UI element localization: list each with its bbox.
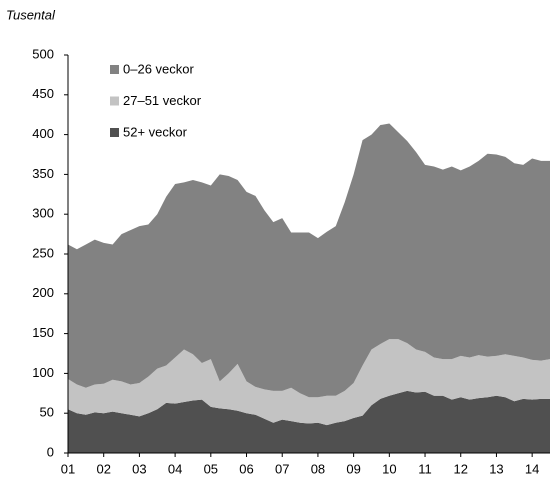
x-tick-label: 07 bbox=[275, 461, 289, 476]
legend-swatch bbox=[110, 65, 119, 74]
x-tick-label: 08 bbox=[311, 461, 325, 476]
y-tick-label: 150 bbox=[32, 325, 54, 340]
area bbox=[68, 339, 550, 426]
x-tick-label: 09 bbox=[346, 461, 360, 476]
x-tick-label: 05 bbox=[204, 461, 218, 476]
y-tick-label: 500 bbox=[32, 46, 54, 61]
x-tick-label: 02 bbox=[96, 461, 110, 476]
x-tick-label: 13 bbox=[489, 461, 503, 476]
y-tick-label: 0 bbox=[47, 444, 54, 459]
legend-swatch bbox=[110, 128, 119, 137]
y-tick-label: 100 bbox=[32, 365, 54, 380]
legend-swatch bbox=[110, 96, 119, 106]
y-tick-label: 350 bbox=[32, 166, 54, 181]
y-tick-label: 250 bbox=[32, 245, 54, 260]
legend-label: 27–51 veckor bbox=[123, 93, 202, 108]
legend-label: 52+ veckor bbox=[123, 124, 188, 139]
x-tick-label: 11 bbox=[418, 461, 432, 476]
x-tick-label: 14 bbox=[525, 461, 539, 476]
y-tick-label: 50 bbox=[40, 405, 54, 420]
y-tick-label: 300 bbox=[32, 206, 54, 221]
legend-label: 0–26 veckor bbox=[123, 61, 194, 76]
x-tick-label: 06 bbox=[239, 461, 253, 476]
x-tick-label: 10 bbox=[382, 461, 396, 476]
x-tick-label: 01 bbox=[61, 461, 75, 476]
x-tick-label: 03 bbox=[132, 461, 146, 476]
x-tick-label: 04 bbox=[168, 461, 182, 476]
x-tick-label: 12 bbox=[454, 461, 468, 476]
area bbox=[68, 123, 550, 398]
y-tick-label: 400 bbox=[32, 126, 54, 141]
y-tick-label: 450 bbox=[32, 86, 54, 101]
y-axis-label: Tusental bbox=[6, 7, 56, 22]
y-tick-label: 200 bbox=[32, 285, 54, 300]
area bbox=[68, 390, 550, 453]
